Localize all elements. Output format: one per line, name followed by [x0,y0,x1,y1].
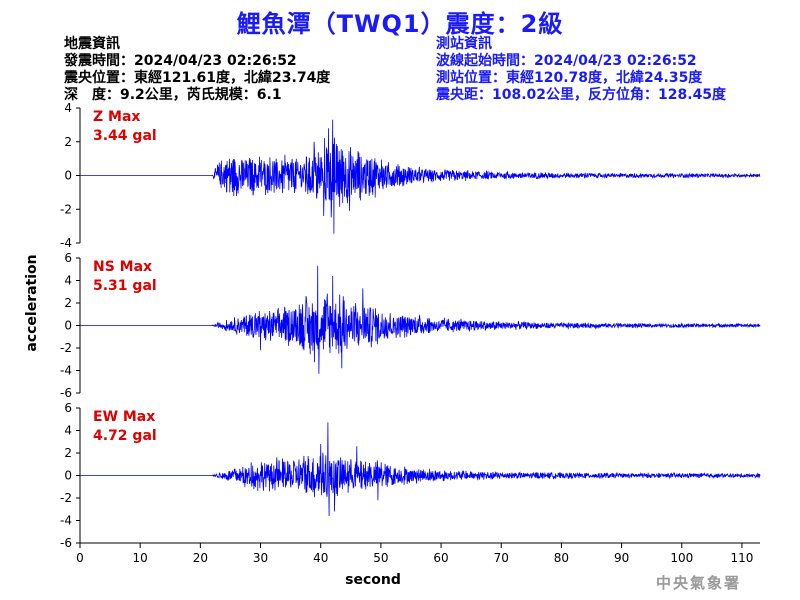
station-info-heading: 測站資訊 [436,36,492,52]
page-title: 鯉魚潭（TWQ1）震度：2級 [236,10,564,38]
station-info-block: 測站資訊 波線起始時間：2024/04/23 02:26:52 測站位置：東經1… [436,36,726,104]
ew-max-label: EW Max 4.72 gal [93,408,157,446]
x-tick-label: 0 [76,551,84,565]
x-tick-label: 20 [193,551,208,565]
station-location: 測站位置：東經120.78度，北緯24.35度 [436,70,703,86]
ew-y-tick-label: -2 [60,491,72,505]
ew-y-tick-label: -6 [60,536,72,550]
ns-y-tick-label: 0 [64,319,72,333]
x-tick-label: 80 [554,551,569,565]
epicentral-distance: 震央距：108.02公里，反方位角：128.45度 [436,87,727,103]
ns-waveform-line [80,265,761,374]
x-axis-label: second [345,572,401,588]
ns-y-tick-label: -4 [60,364,72,378]
z-y-tick-label: 4 [64,101,72,115]
ns-max-title: NS Max [93,259,153,275]
x-tick-label: 70 [494,551,509,565]
z-y-tick-label: -4 [60,236,72,250]
ns-y-tick-label: -2 [60,341,72,355]
ns-max-value: 5.31 gal [93,278,157,294]
x-tick-label: 40 [313,551,328,565]
z-y-tick-label: 0 [64,169,72,183]
z-y-tick-label: -2 [60,202,72,216]
ns-max-label: NS Max 5.31 gal [93,258,157,296]
ew-y-tick-label: -4 [60,514,72,528]
z-y-tick-label: 2 [64,135,72,149]
x-tick-label: 10 [133,551,148,565]
x-tick-label: 110 [730,551,753,565]
agency-name: 中央氣象署 [656,574,742,592]
x-tick-label: 30 [253,551,268,565]
ew-y-tick-label: 2 [64,446,72,460]
quake-info-heading: 地震資訊 [64,36,120,52]
ns-y-tick-label: 4 [64,274,72,288]
quake-epicenter: 震央位置：東經121.61度，北緯23.74度 [64,70,331,86]
ew-max-value: 4.72 gal [93,428,157,444]
quake-time: 發震時間：2024/04/23 02:26:52 [64,53,297,69]
z-max-value: 3.44 gal [93,128,157,144]
quake-depth-magnitude: 深 度：9.2公里，芮氏規模：6.1 [64,87,282,103]
ew-y-tick-label: 6 [64,401,72,415]
y-axis-label: acceleration [24,254,40,352]
ns-y-tick-label: 2 [64,296,72,310]
ew-y-tick-label: 0 [64,469,72,483]
x-tick-label: 100 [670,551,693,565]
ew-max-title: EW Max [93,409,156,425]
ew-waveform-line [80,422,761,517]
x-tick-label: 90 [614,551,629,565]
ew-y-tick-label: 4 [64,424,72,438]
quake-info-block: 地震資訊 發震時間：2024/04/23 02:26:52 震央位置：東經121… [64,36,330,104]
z-waveform-line [80,119,761,234]
z-max-label: Z Max 3.44 gal [93,108,157,146]
x-tick-label: 50 [373,551,388,565]
ns-y-tick-label: -6 [60,386,72,400]
z-max-title: Z Max [93,109,141,125]
ns-y-tick-label: 6 [64,251,72,265]
x-tick-label: 60 [433,551,448,565]
wave-start-time: 波線起始時間：2024/04/23 02:26:52 [436,53,697,69]
